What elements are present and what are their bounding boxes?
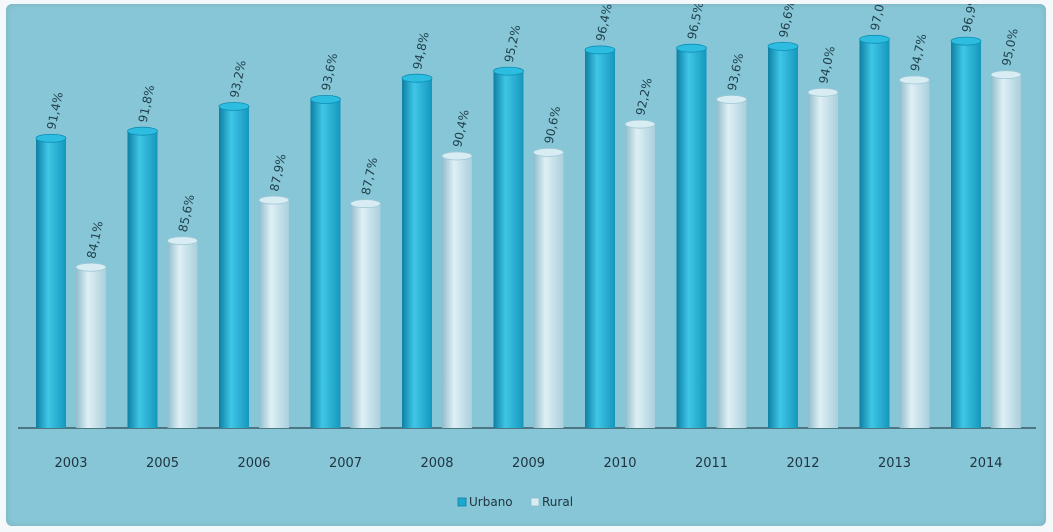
bar-cap-rural-2014 xyxy=(990,70,1022,80)
bar-cap-urbano-2011 xyxy=(676,43,707,53)
x-tick-label-2011: 2011 xyxy=(695,456,728,471)
bar-cap-urbano-2005 xyxy=(127,126,158,136)
bar-rural-2010 xyxy=(625,124,655,428)
bar-cap-rural-2003 xyxy=(75,262,107,272)
bar-urbano-2009 xyxy=(493,71,524,428)
bar-urbano-2008 xyxy=(402,78,432,428)
data-label-urbano-2010: 96,4% xyxy=(593,4,615,43)
bar-cap-urbano-2014 xyxy=(950,36,982,46)
bar-cap-rural-2009 xyxy=(533,147,564,157)
bar-rural-2012 xyxy=(808,92,838,428)
bar-urbano-2007 xyxy=(310,99,341,429)
data-label-rural-2013: 94,7% xyxy=(908,32,930,72)
bar-cap-rural-2011 xyxy=(716,95,747,104)
bar-cap-rural-2007 xyxy=(350,199,381,209)
bar-cap-rural-2013 xyxy=(899,75,930,85)
data-label-rural-2012: 94,0% xyxy=(816,45,838,85)
x-tick-label-2012: 2012 xyxy=(786,456,819,471)
x-tick-label-2014: 2014 xyxy=(969,456,1002,471)
x-tick-label-2005: 2005 xyxy=(146,456,179,471)
legend-swatch-urbano xyxy=(457,497,467,507)
bar-rural-2009 xyxy=(533,152,564,428)
data-label-urbano-2005: 91,8% xyxy=(136,84,158,124)
legend-swatch-rural xyxy=(530,497,540,507)
data-label-urbano-2011: 96,5% xyxy=(685,4,707,41)
bar-rural-2008 xyxy=(442,155,472,428)
bar-urbano-2006 xyxy=(219,106,249,428)
bar-cap-rural-2005 xyxy=(167,236,198,246)
bar-urbano-2010 xyxy=(585,49,615,428)
bar-cap-urbano-2010 xyxy=(584,45,616,55)
bar-rural-2007 xyxy=(350,203,381,428)
legend: Urbano Rural xyxy=(457,495,573,509)
bar-cap-rural-2008 xyxy=(441,151,473,161)
bar-urbano-2011 xyxy=(676,48,707,429)
bar-urbano-2012 xyxy=(768,46,798,429)
data-label-rural-2011: 93,6% xyxy=(725,52,747,92)
bar-rural-2011 xyxy=(716,99,747,429)
bar-urbano-2014 xyxy=(951,41,981,428)
bar-urbano-2005 xyxy=(127,131,158,428)
data-label-urbano-2006: 93,2% xyxy=(227,59,249,99)
bar-rural-2005 xyxy=(167,240,198,428)
x-tick-label-2006: 2006 xyxy=(237,456,270,471)
bar-cap-urbano-2009 xyxy=(493,66,524,76)
bar-urbano-2013 xyxy=(859,39,890,428)
bar-cap-urbano-2003 xyxy=(35,133,67,143)
bar-rural-2006 xyxy=(259,200,289,428)
bar-cap-urbano-2008 xyxy=(401,73,433,83)
bar-rural-2014 xyxy=(991,74,1021,429)
data-label-rural-2010: 92,2% xyxy=(633,77,655,117)
x-tick-label-2003: 2003 xyxy=(54,456,87,471)
data-label-rural-2006: 87,9% xyxy=(267,153,289,193)
data-label-rural-2003: 84,1% xyxy=(84,220,106,260)
data-label-urbano-2009: 95,2% xyxy=(502,24,524,64)
data-label-urbano-2003: 91,4% xyxy=(44,91,66,131)
legend-label-rural: Rural xyxy=(542,495,573,509)
chart-panel: 91,4% 84,1% 2003 91,8% 85,6% 2005 93,2% 87,9% 20… xyxy=(6,4,1046,526)
data-label-rural-2009: 90,6% xyxy=(542,105,564,145)
x-tick-label-2008: 2008 xyxy=(420,456,453,471)
bar-cap-urbano-2007 xyxy=(310,95,341,104)
x-tick-label-2013: 2013 xyxy=(878,456,911,471)
data-label-rural-2005: 85,6% xyxy=(176,193,198,233)
data-label-urbano-2013: 97,0% xyxy=(868,4,890,32)
x-tick-label-2010: 2010 xyxy=(603,456,636,471)
bar-urbano-2003 xyxy=(36,138,66,428)
bar-cap-urbano-2006 xyxy=(218,102,250,111)
legend-label-urbano: Urbano xyxy=(469,495,513,509)
x-tick-label-2009: 2009 xyxy=(512,456,545,471)
x-tick-label-2007: 2007 xyxy=(329,456,362,471)
data-label-urbano-2007: 93,6% xyxy=(319,52,341,92)
data-label-urbano-2014: 96,9% xyxy=(959,4,981,34)
bar-cap-rural-2012 xyxy=(807,87,839,97)
data-label-rural-2007: 87,7% xyxy=(359,156,381,196)
bar-cap-urbano-2012 xyxy=(767,42,799,51)
bar-rural-2003 xyxy=(76,267,106,428)
bar-cap-rural-2006 xyxy=(258,195,290,205)
bar-cap-rural-2010 xyxy=(624,119,656,129)
bar-cap-urbano-2013 xyxy=(859,34,890,44)
data-label-urbano-2008: 94,8% xyxy=(410,31,432,71)
data-label-urbano-2012: 96,6% xyxy=(776,4,798,39)
data-label-rural-2014: 95,0% xyxy=(999,27,1021,67)
bar-rural-2013 xyxy=(899,79,930,428)
data-label-rural-2008: 90,4% xyxy=(450,108,472,148)
bar-chart: 91,4% 84,1% 2003 91,8% 85,6% 2005 93,2% 87,9% 20… xyxy=(18,4,1036,509)
